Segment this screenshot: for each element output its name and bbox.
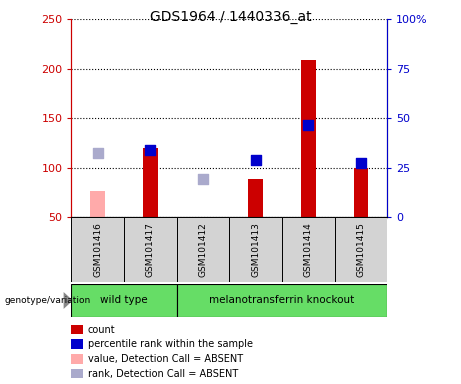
Bar [177,217,229,282]
Point [147,147,154,153]
Text: GSM101412: GSM101412 [199,222,207,277]
Bar [301,60,316,217]
Text: GDS1964 / 1440336_at: GDS1964 / 1440336_at [150,10,311,23]
Text: melanotransferrin knockout: melanotransferrin knockout [209,295,355,306]
Text: GSM101417: GSM101417 [146,222,155,277]
Text: count: count [88,325,115,335]
Bar [335,217,387,282]
Text: GSM101413: GSM101413 [251,222,260,277]
Bar [71,284,177,317]
Point [305,122,312,128]
Text: value, Detection Call = ABSENT: value, Detection Call = ABSENT [88,354,242,364]
Text: GSM101415: GSM101415 [356,222,366,277]
Bar [354,167,368,217]
Bar [229,217,282,282]
Text: rank, Detection Call = ABSENT: rank, Detection Call = ABSENT [88,369,238,379]
Bar [248,179,263,217]
Bar [143,148,158,217]
Point [252,157,260,163]
Polygon shape [64,292,73,309]
Bar [124,217,177,282]
Bar [71,217,124,282]
Bar [90,191,105,217]
Text: genotype/variation: genotype/variation [5,296,91,305]
Text: wild type: wild type [100,295,148,306]
Point [94,150,101,156]
Point [357,159,365,166]
Text: GSM101414: GSM101414 [304,222,313,277]
Bar [282,217,335,282]
Point [199,176,207,182]
Text: percentile rank within the sample: percentile rank within the sample [88,339,253,349]
Bar [177,284,387,317]
Text: GSM101416: GSM101416 [93,222,102,277]
